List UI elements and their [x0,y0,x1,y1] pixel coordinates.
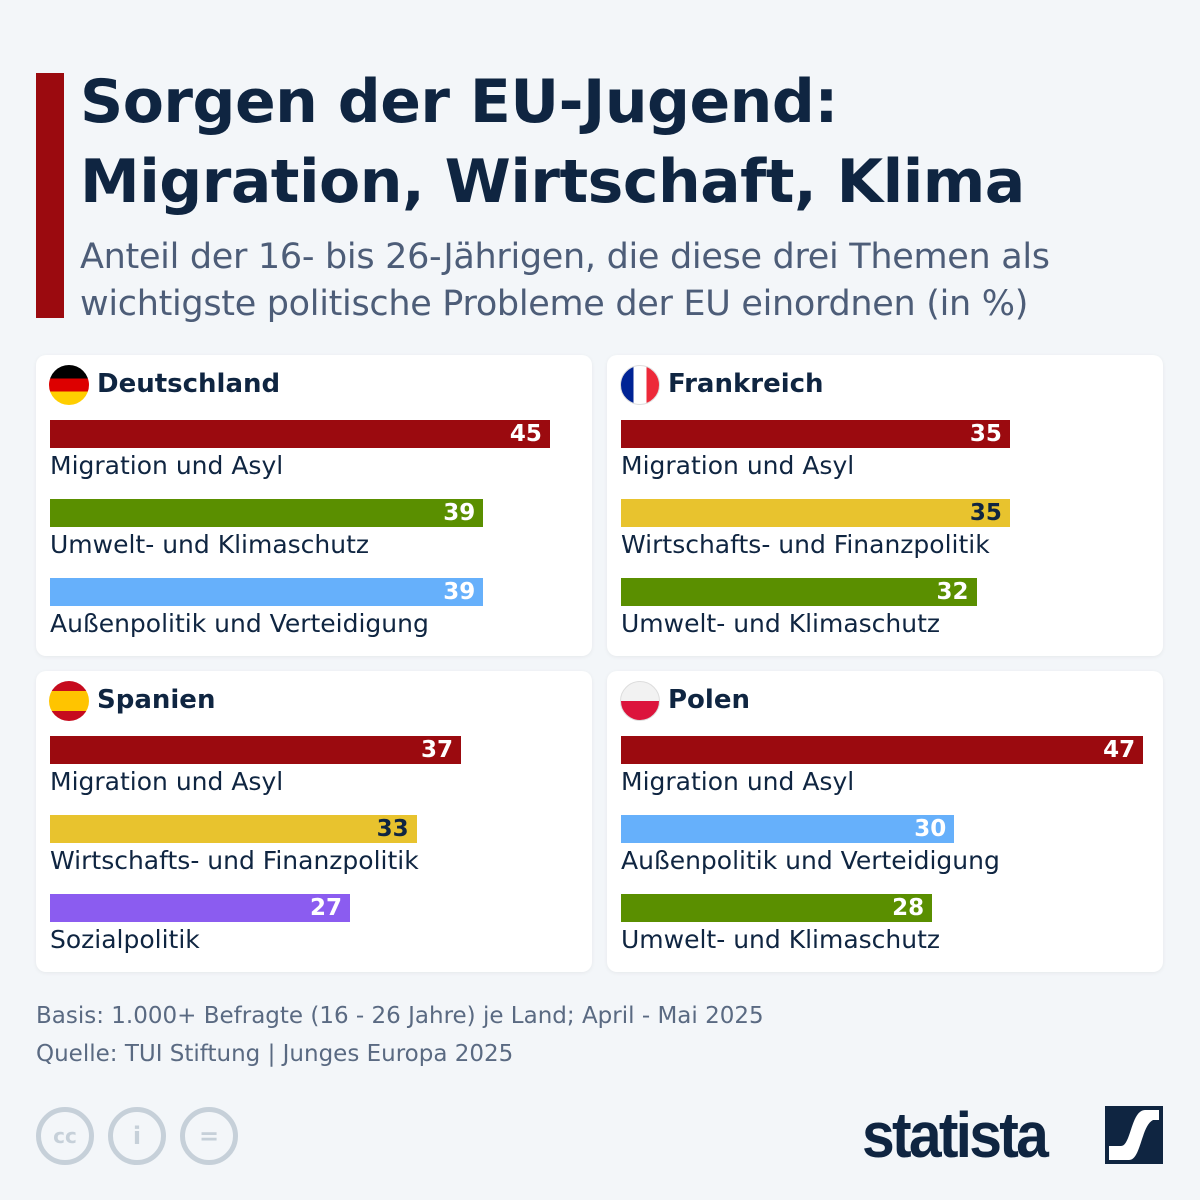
chart-title: Spanien [97,685,216,715]
category-label: Migration und Asyl [621,451,855,480]
bar-value-label: 35 [969,421,1002,447]
bar: 32 [621,578,977,606]
bar-value-label: 27 [309,895,342,921]
chart-title: Frankreich [668,369,824,399]
bar-value-label: 37 [421,737,454,763]
bar-value-label: 39 [443,500,476,526]
title-line-1: Sorgen der EU-Jugend: [80,67,838,137]
page-title: Sorgen der EU-Jugend: Migration, Wirtsch… [80,62,1025,222]
bar: 35 [621,420,1010,448]
bar-value-label: 28 [892,895,925,921]
footer: Basis: 1.000+ Befragte (16 - 26 Jahre) j… [36,997,764,1073]
cc-icon[interactable]: cc [36,1107,94,1165]
source-note: Quelle: TUI Stiftung | Junges Europa 202… [36,1041,514,1067]
bar-value-label: 35 [969,500,1002,526]
chart-card-germany: Deutschland 45 Migration und Asyl 39 Umwelt-… [36,355,592,656]
france-flag-icon [620,365,660,405]
subtitle: Anteil der 16- bis 26-Jährigen, die dies… [80,237,1050,324]
chart-title: Polen [668,685,750,715]
poland-flag-icon [620,681,660,721]
nd-icon[interactable]: = [180,1107,238,1165]
bar: 30 [621,815,955,843]
germany-flag-icon [49,365,89,405]
bar-value-label: 30 [914,816,947,842]
bar: 39 [50,499,484,527]
category-label: Umwelt- und Klimaschutz [621,925,941,954]
category-label: Sozialpolitik [50,925,200,954]
spain-flag-icon [49,681,89,721]
category-label: Migration und Asyl [50,451,284,480]
bar-value-label: 33 [376,816,409,842]
bar: 47 [621,736,1144,764]
bar-value-label: 45 [509,421,542,447]
category-label: Migration und Asyl [621,767,855,796]
by-icon[interactable]: i [108,1107,166,1165]
bar: 37 [50,736,462,764]
chart-card-spain: Spanien 37 Migration und Asyl 33 Wirtschafts… [36,671,592,972]
category-label: Wirtschafts- und Finanzpolitik [50,846,419,875]
bar: 27 [50,894,350,922]
bar-value-label: 47 [1103,737,1136,763]
bar: 39 [50,578,484,606]
chart-card-poland: Polen 47 Migration und Asyl 30 Außenpolitik … [607,671,1163,972]
statista-logo[interactable]: statista [862,1099,1049,1171]
chart-card-france: Frankreich 35 Migration und Asyl 35 Wirtscha… [607,355,1163,656]
bar-value-label: 32 [936,579,969,605]
title-line-2: Migration, Wirtschaft, Klima [80,147,1025,217]
bar: 45 [50,420,550,448]
basis-note: Basis: 1.000+ Befragte (16 - 26 Jahre) j… [36,1003,764,1029]
bar: 28 [621,894,933,922]
category-label: Umwelt- und Klimaschutz [621,609,941,638]
bar-value-label: 39 [443,579,476,605]
chart-title: Deutschland [97,369,281,399]
bar: 33 [50,815,417,843]
statista-logo-mark-icon [1105,1106,1163,1164]
category-label: Umwelt- und Klimaschutz [50,530,370,559]
title-accent-bar [36,73,64,318]
category-label: Wirtschafts- und Finanzpolitik [621,530,990,559]
bar: 35 [621,499,1010,527]
category-label: Außenpolitik und Verteidigung [621,846,1000,875]
category-label: Migration und Asyl [50,767,284,796]
category-label: Außenpolitik und Verteidigung [50,609,429,638]
